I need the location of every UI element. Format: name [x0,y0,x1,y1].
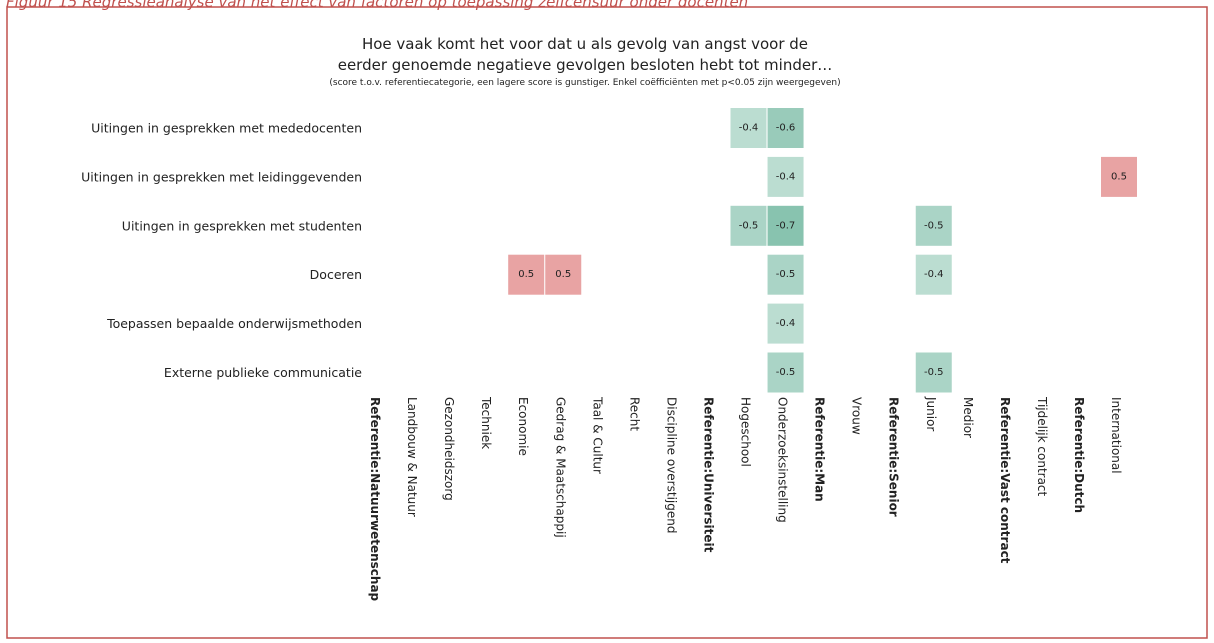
column-label: Referentie:Universiteit [701,397,715,553]
chart-subtitle: (score t.o.v. referentiecategorie, een l… [329,78,840,88]
cell-label: -0.4 [739,123,759,134]
cell-label: -0.4 [776,171,796,182]
cell-label: -0.7 [776,220,796,231]
cell [915,205,952,246]
cell-label: -0.5 [739,220,759,231]
cell-label: -0.5 [924,367,944,378]
row-label: Toepassen bepaalde onderwijsmethoden [106,316,362,331]
cell-label: 0.5 [555,269,571,280]
column-label: Taal & Cultur [590,396,604,474]
cell-label: 0.5 [1111,171,1127,182]
cell [508,254,545,295]
row-label: Uitingen in gesprekken met mededocenten [91,121,362,136]
cell [767,352,804,393]
cell [767,156,804,197]
caption: Figuur 15 Regressieanalyse van het effec… [6,0,748,11]
cell [1101,156,1137,197]
row-label: Externe publieke communicatie [164,365,362,380]
column-label: Discipline overstijgend [664,397,678,533]
cell [767,303,804,344]
column-label: Referentie:Senior [887,397,901,517]
column-label: International [1109,397,1123,474]
cell-label: -0.4 [924,269,944,280]
column-label: Referentie:Vast contract [998,397,1012,564]
column-label: Junior [924,396,938,431]
cell [915,254,952,295]
cell-label: -0.5 [924,220,944,231]
column-label: Techniek [479,396,493,449]
row-label: Uitingen in gesprekken met leidinggevend… [81,169,362,184]
column-label: Recht [627,397,641,431]
column-label: Gedrag & Maatschappij [553,397,567,538]
cell [730,108,767,148]
column-label: Referentie:Dutch [1072,397,1086,513]
cell [767,205,804,246]
row-label: Uitingen in gesprekken met studenten [122,218,362,233]
cell [545,254,582,295]
chart-title: eerder genoemde negatieve gevolgen beslo… [338,56,833,74]
column-label: Economie [516,397,530,456]
column-label: Hogeschool [739,397,753,467]
cell [767,108,804,148]
cell-label: -0.4 [776,318,796,329]
column-label: Referentie:Natuurwetenschap [368,397,382,602]
cell-label: -0.5 [776,269,796,280]
cell [730,205,767,246]
column-label: Medior [961,397,975,438]
row-label: Doceren [310,267,362,282]
cell-label: 0.5 [518,269,534,280]
column-label: Gezondheidszorg [442,397,456,501]
cell [915,352,952,393]
column-label: Vrouw [850,397,864,435]
frame [6,6,1208,639]
column-label: Referentie:Man [813,397,827,502]
chart-title: Hoe vaak komt het voor dat u als gevolg … [362,35,808,53]
cell [767,254,804,295]
column-label: Onderzoeksinstelling [776,397,790,523]
column-label: Tijdelijk contract [1035,396,1049,497]
column-label: Landbouw & Natuur [405,397,419,517]
cell-label: -0.6 [776,123,796,134]
cell-label: -0.5 [776,367,796,378]
